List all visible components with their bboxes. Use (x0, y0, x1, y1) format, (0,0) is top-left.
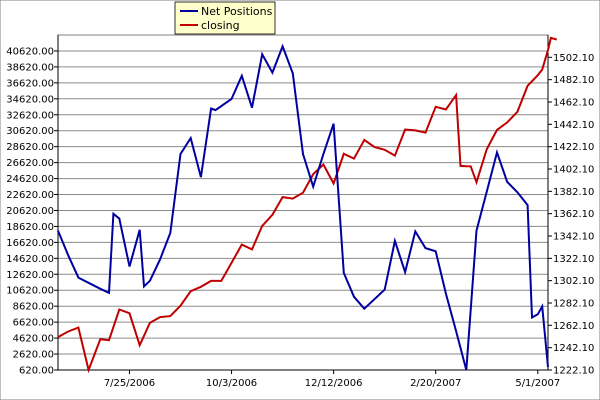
y2-tick-label: 1262.10 (553, 321, 594, 332)
y-tick-label: 14620.00 (6, 254, 54, 265)
y2-tick-label: 1322.10 (553, 254, 594, 265)
x-tick-label: 7/25/2006 (104, 378, 155, 389)
x-tick-label: 10/3/2006 (206, 378, 257, 389)
legend-label-net-positions: Net Positions (201, 5, 273, 18)
y-tick-label: 12620.00 (6, 270, 54, 281)
y-tick-label: 34620.00 (6, 94, 54, 105)
y2-tick-label: 1482.10 (553, 75, 594, 86)
y-tick-label: 22620.00 (6, 190, 54, 201)
y-tick-label: 2620.00 (13, 350, 54, 361)
left-y-axis: 620.00 2620.00 4620.00 6620.00 8620.00 10620.… (6, 35, 59, 377)
y-tick-label: 620.00 (19, 366, 54, 377)
series-layer (57, 36, 558, 374)
y2-tick-label: 1342.10 (553, 232, 594, 243)
y-tick-label: 26620.00 (6, 158, 54, 169)
y-tick-label: 32620.00 (6, 110, 54, 121)
y-tick-label: 24620.00 (6, 174, 54, 185)
y-tick-label: 6620.00 (13, 318, 54, 329)
y2-tick-label: 1222.10 (553, 366, 594, 377)
y2-tick-label: 1362.10 (553, 209, 594, 220)
legend: Net Positions closing (174, 1, 276, 35)
right-y-axis: 1222.10 1242.10 1262.10 1282.10 1302.10 1322.… (547, 35, 594, 377)
y-tick-label: 4620.00 (13, 334, 54, 345)
y-tick-label: 8620.00 (13, 302, 54, 313)
y-tick-label: 16620.00 (6, 238, 54, 249)
plot-area (57, 34, 549, 371)
y2-tick-label: 1502.10 (553, 53, 594, 64)
y-tick-label: 10620.00 (6, 286, 54, 297)
y2-tick-label: 1302.10 (553, 276, 594, 287)
y2-tick-label: 1242.10 (553, 343, 594, 354)
x-tick-label: 2/20/2007 (410, 378, 461, 389)
gridlines (58, 50, 548, 355)
x-tick-label: 12/12/2006 (305, 378, 363, 389)
y2-tick-label: 1382.10 (553, 187, 594, 198)
y-tick-label: 38620.00 (6, 62, 54, 73)
y-tick-label: 28620.00 (6, 142, 54, 153)
series-line-closing (57, 36, 558, 374)
y2-tick-label: 1282.10 (553, 299, 594, 310)
y-tick-label: 18620.00 (6, 222, 54, 233)
x-tick-label: 5/1/2007 (515, 378, 560, 389)
y-tick-label: 40620.00 (6, 46, 54, 57)
legend-box (174, 1, 276, 35)
y2-tick-label: 1442.10 (553, 120, 594, 131)
y-tick-label: 20620.00 (6, 206, 54, 217)
y2-tick-label: 1462.10 (553, 98, 594, 109)
legend-label-closing: closing (201, 19, 240, 32)
y2-tick-label: 1402.10 (553, 165, 594, 176)
series-line-net-positions (57, 43, 549, 371)
y-tick-label: 30620.00 (6, 126, 54, 137)
y2-tick-label: 1422.10 (553, 142, 594, 153)
y-tick-label: 36620.00 (6, 78, 54, 89)
